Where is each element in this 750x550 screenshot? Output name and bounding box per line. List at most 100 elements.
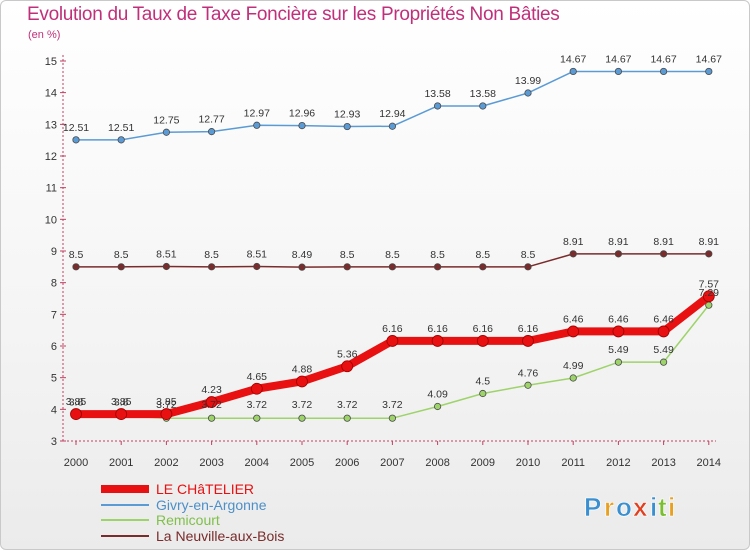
x-tick-label: 2001 (109, 457, 133, 469)
data-label: 12.96 (289, 108, 315, 120)
y-tick-label: 3 (51, 436, 57, 448)
data-point (388, 263, 396, 271)
y-axis-unit-label: (en %) (28, 29, 61, 41)
brand-letter: r (604, 492, 614, 522)
data-label: 4.88 (292, 363, 313, 375)
data-point (208, 128, 216, 136)
data-label: 8.5 (475, 249, 490, 261)
y-tick-label: 7 (51, 309, 57, 321)
data-point (479, 263, 487, 271)
data-point (569, 67, 577, 76)
data-point (72, 136, 80, 144)
data-label: 12.51 (108, 122, 134, 134)
brand-letter: o (616, 492, 632, 522)
data-point (205, 396, 218, 408)
data-point (298, 414, 306, 422)
data-label: 8.5 (204, 249, 219, 261)
data-point (705, 250, 713, 258)
data-label: 7.57 (699, 278, 720, 290)
data-label: 3.72 (337, 399, 358, 411)
data-point (343, 414, 351, 422)
data-label: 8.51 (247, 249, 268, 261)
data-point (343, 122, 351, 131)
data-point (162, 262, 170, 271)
y-tick-label: 5 (51, 373, 57, 385)
data-label: 3.85 (66, 396, 87, 408)
data-label: 3.8 (114, 397, 129, 409)
brand-letter: i (668, 492, 675, 522)
data-point (433, 102, 442, 110)
data-label: 8.91 (563, 236, 584, 248)
data-point (569, 374, 577, 382)
data-label: 8.91 (699, 236, 720, 248)
data-label: 3.85 (156, 396, 177, 408)
data-point (115, 408, 128, 420)
x-tick-label: 2005 (290, 457, 314, 469)
data-point (431, 335, 444, 347)
data-label: 13.99 (515, 75, 541, 87)
data-point (388, 414, 396, 422)
data-point (524, 263, 532, 271)
data-label: 3.85 (111, 396, 132, 408)
data-label: 14.67 (560, 53, 586, 65)
data-label: 7.29 (699, 287, 720, 299)
data-point (569, 250, 577, 258)
data-point (657, 325, 670, 338)
x-tick-label: 2002 (154, 457, 178, 469)
data-label: 8.91 (653, 236, 674, 248)
data-point (524, 381, 532, 389)
legend-label: Givry-en-Argonne (156, 497, 267, 513)
legend-label: LE CHâTELIER (156, 481, 254, 497)
data-point (388, 122, 396, 130)
data-point (253, 262, 261, 271)
data-label: 6.46 (608, 313, 629, 325)
x-tick-label: 2014 (697, 457, 721, 469)
data-label: 5.49 (608, 344, 629, 356)
y-tick-label: 8 (51, 278, 57, 290)
data-point (386, 335, 399, 347)
data-point (702, 290, 715, 303)
data-label: 6.16 (518, 323, 539, 335)
data-point (705, 67, 713, 76)
data-point (659, 358, 668, 366)
brand-letter: t (658, 492, 667, 522)
data-point (479, 102, 487, 110)
x-tick-label: 2004 (245, 457, 269, 469)
x-tick-label: 2011 (561, 457, 585, 469)
data-point (70, 408, 82, 420)
legend-label: Remicourt (156, 512, 220, 528)
data-label: 8.5 (340, 249, 355, 261)
data-label: 12.75 (153, 114, 179, 126)
y-tick-label: 4 (51, 404, 57, 416)
data-label: 3.72 (382, 399, 403, 411)
data-label: 8.49 (292, 249, 313, 261)
data-point (567, 325, 580, 338)
data-label: 6.16 (382, 323, 403, 335)
series-1 (72, 67, 713, 144)
data-point (433, 263, 442, 271)
data-label: 14.67 (696, 53, 722, 65)
x-tick-label: 2012 (606, 457, 630, 469)
legend-label: La Neuville-aux-Bois (156, 528, 284, 544)
data-point (117, 136, 125, 144)
y-tick-label: 9 (51, 246, 57, 258)
y-tick-label: 6 (51, 341, 57, 353)
data-point (117, 263, 125, 271)
data-point (476, 335, 489, 347)
data-label: 12.97 (244, 107, 270, 119)
brand-letter: P (584, 492, 601, 522)
data-point (298, 122, 306, 130)
data-point (208, 263, 216, 271)
brand-letter: i (650, 492, 657, 522)
y-tick-label: 13 (45, 119, 57, 131)
x-tick-label: 2009 (471, 457, 495, 469)
brand-letter: x (633, 492, 648, 522)
data-label: 3.72 (201, 399, 222, 411)
data-label: 8.5 (385, 249, 400, 261)
data-label: 4.5 (475, 376, 490, 388)
data-label: 12.94 (379, 108, 405, 120)
data-label: 8.5 (521, 249, 536, 261)
